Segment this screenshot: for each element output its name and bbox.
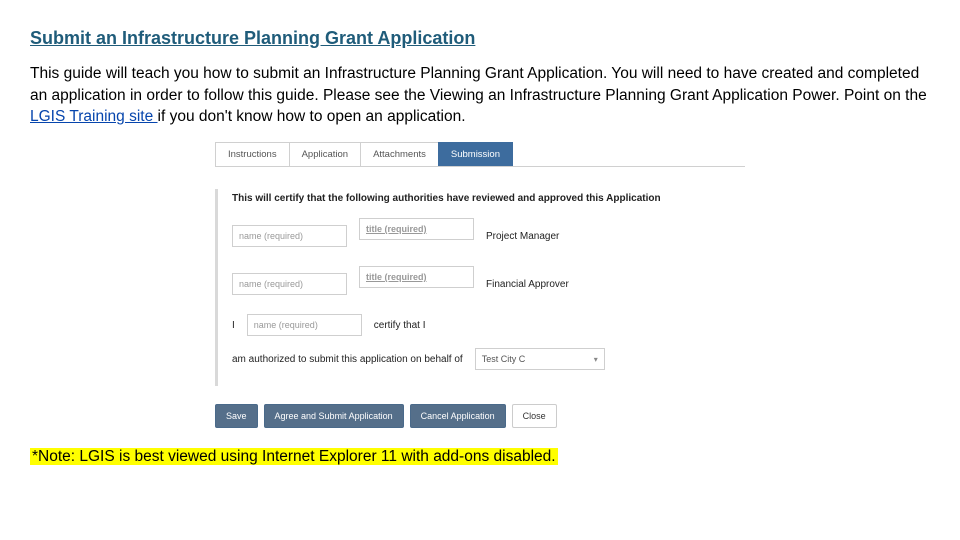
fa-role-label: Financial Approver: [486, 279, 569, 290]
close-button[interactable]: Close: [512, 404, 557, 428]
lgis-training-link[interactable]: LGIS Training site: [30, 108, 158, 125]
pm-name-input[interactable]: name (required): [232, 225, 347, 247]
intro-paragraph: This guide will teach you how to submit …: [30, 63, 930, 128]
certify-name-input[interactable]: name (required): [247, 314, 362, 336]
certify-pre: I: [232, 320, 235, 331]
embedded-screenshot: Instructions Application Attachments Sub…: [215, 142, 745, 428]
certify-post: certify that I: [374, 320, 426, 331]
footer-note: *Note: LGIS is best viewed using Interne…: [30, 448, 558, 465]
submit-button[interactable]: Agree and Submit Application: [264, 404, 404, 428]
tab-application[interactable]: Application: [289, 142, 360, 166]
chevron-down-icon: ▾: [594, 355, 598, 364]
authorize-text: am authorized to submit this application…: [232, 354, 463, 365]
pm-role-label: Project Manager: [486, 231, 559, 242]
entity-select[interactable]: Test City C ▾: [475, 348, 605, 370]
entity-select-value: Test City C: [482, 354, 526, 364]
certification-heading: This will certify that the following aut…: [232, 193, 735, 204]
pm-row: name (required) title (required) Project…: [232, 218, 735, 254]
page-title: Submit an Infrastructure Planning Grant …: [30, 28, 930, 49]
tab-submission[interactable]: Submission: [438, 142, 513, 166]
tab-instructions[interactable]: Instructions: [215, 142, 289, 166]
tab-bar: Instructions Application Attachments Sub…: [215, 142, 745, 167]
fa-name-input[interactable]: name (required): [232, 273, 347, 295]
fa-title-input[interactable]: title (required): [359, 266, 474, 288]
submission-panel: This will certify that the following aut…: [215, 189, 745, 386]
pm-title-input[interactable]: title (required): [359, 218, 474, 240]
intro-text-1: This guide will teach you how to submit …: [30, 65, 927, 104]
action-bar: Save Agree and Submit Application Cancel…: [215, 404, 745, 428]
save-button[interactable]: Save: [215, 404, 258, 428]
authorize-row: am authorized to submit this application…: [232, 348, 735, 370]
certify-row: I name (required) certify that I: [232, 314, 735, 336]
cancel-button[interactable]: Cancel Application: [410, 404, 506, 428]
intro-text-2: if you don't know how to open an applica…: [158, 108, 466, 125]
fa-row: name (required) title (required) Financi…: [232, 266, 735, 302]
tab-attachments[interactable]: Attachments: [360, 142, 438, 166]
